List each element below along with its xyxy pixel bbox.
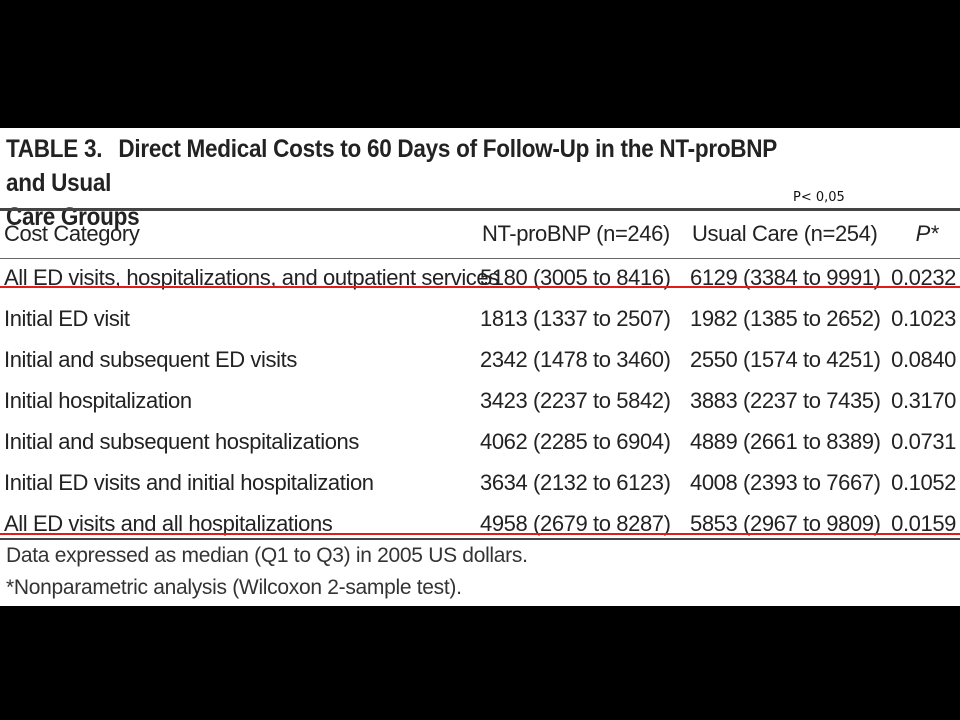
top-rule — [0, 208, 960, 211]
cell-ntprobnp: 2342 (1478 to 3460) — [480, 347, 671, 372]
cell-p-value: 0.1052 — [891, 470, 956, 495]
table-row: Initial ED visit 1813 (1337 to 2507) 198… — [0, 299, 960, 339]
cell-usual-care: 1982 (1385 to 2652) — [690, 306, 881, 331]
table-title-line2: Care Groups — [6, 203, 140, 231]
table-title: TABLE 3. Direct Medical Costs to 60 Days … — [6, 132, 789, 234]
header-usual-care: Usual Care (n=254) — [692, 221, 878, 246]
cell-usual-care: 5853 (2967 to 9809) — [690, 511, 881, 536]
cell-category: Initial hospitalization — [4, 388, 192, 413]
cell-category: All ED visits and all hospitalizations — [4, 511, 333, 536]
cell-usual-care: 3883 (2237 to 7435) — [690, 388, 881, 413]
cell-category: All ED visits, hospitalizations, and out… — [4, 265, 499, 290]
cell-p-value: 0.1023 — [891, 306, 956, 331]
header-ntprobnp: NT-proBNP (n=246) — [482, 221, 670, 246]
cell-p-value: 0.0840 — [891, 347, 956, 372]
cell-p-value: 0.3170 — [891, 388, 956, 413]
table-page: TABLE 3. Direct Medical Costs to 60 Days … — [0, 128, 960, 606]
table-row: Initial and subsequent hospitalizations … — [0, 422, 960, 462]
significance-annotation: P< 0,05 — [793, 190, 845, 205]
table-label: TABLE 3. — [6, 135, 103, 163]
highlight-underline — [0, 286, 960, 288]
cell-category: Initial ED visit — [4, 306, 130, 331]
cell-usual-care: 4008 (2393 to 7667) — [690, 470, 881, 495]
cell-p-value: 0.0159 — [891, 511, 956, 536]
cell-usual-care: 2550 (1574 to 4251) — [690, 347, 881, 372]
cell-p-value: 0.0731 — [891, 429, 956, 454]
footnote-test: *Nonparametric analysis (Wilcoxon 2-samp… — [6, 576, 462, 599]
bottom-rule — [0, 538, 960, 540]
table-title-line1: Direct Medical Costs to 60 Days of Follo… — [6, 135, 777, 197]
cell-ntprobnp: 3634 (2132 to 6123) — [480, 470, 671, 495]
cell-usual-care: 6129 (3384 to 9991) — [690, 265, 881, 290]
cell-category: Initial and subsequent ED visits — [4, 347, 297, 372]
cell-category: Initial ED visits and initial hospitaliz… — [4, 470, 374, 495]
footnote-data: Data expressed as median (Q1 to Q3) in 2… — [6, 544, 528, 567]
cell-ntprobnp: 5180 (3005 to 8416) — [480, 265, 671, 290]
header-p-value: P* — [915, 221, 939, 246]
table-row: All ED visits, hospitalizations, and out… — [0, 258, 960, 298]
cell-p-value: 0.0232 — [891, 265, 956, 290]
table-row: Initial ED visits and initial hospitaliz… — [0, 463, 960, 503]
table-row: Initial hospitalization 3423 (2237 to 58… — [0, 381, 960, 421]
cell-category: Initial and subsequent hospitalizations — [4, 429, 359, 454]
header-row: Cost Category NT-proBNP (n=246) Usual Ca… — [0, 214, 960, 254]
highlight-underline — [0, 533, 960, 535]
cell-ntprobnp: 4958 (2679 to 8287) — [480, 511, 671, 536]
header-rule — [0, 258, 960, 259]
table-row: Initial and subsequent ED visits 2342 (1… — [0, 340, 960, 380]
table-row: All ED visits and all hospitalizations 4… — [0, 504, 960, 544]
cell-ntprobnp: 4062 (2285 to 6904) — [480, 429, 671, 454]
header-cost-category: Cost Category — [4, 221, 140, 246]
cell-ntprobnp: 1813 (1337 to 2507) — [480, 306, 671, 331]
cell-ntprobnp: 3423 (2237 to 5842) — [480, 388, 671, 413]
cell-usual-care: 4889 (2661 to 8389) — [690, 429, 881, 454]
